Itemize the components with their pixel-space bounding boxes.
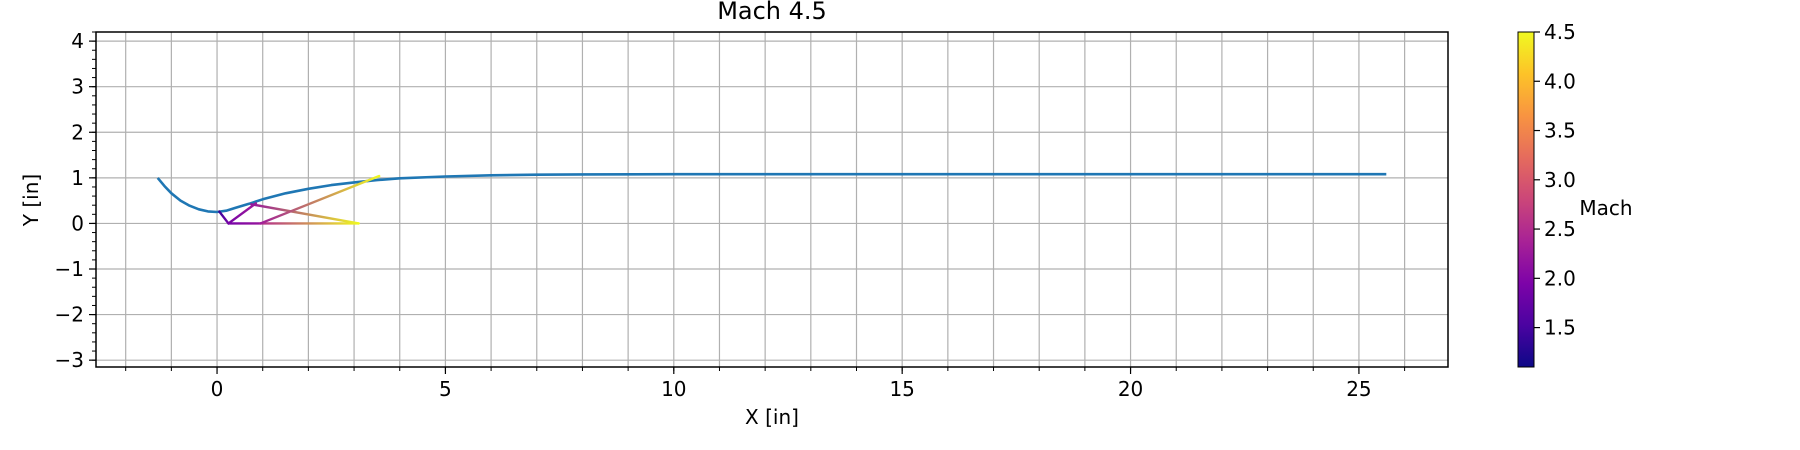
characteristic-line: [259, 174, 381, 225]
x-tick-label: 5: [439, 377, 452, 401]
colorbar-gradient: [1517, 31, 1535, 368]
colorbar-tick-label: 3.0: [1544, 168, 1576, 192]
y-tick-label: 1: [71, 166, 84, 190]
y-tick-label: 3: [71, 75, 84, 99]
axis-ticks: 0 5 10 15 20 25 −3 −2 −1 0 1 2 3 4: [55, 29, 1406, 401]
characteristic-line: [250, 203, 360, 225]
y-tick-label: 0: [71, 211, 84, 235]
x-tick-label: 0: [211, 377, 224, 401]
x-tick-label: 15: [889, 377, 914, 401]
colorbar-tick-label: 2.5: [1544, 217, 1576, 241]
y-tick-label: 4: [71, 29, 84, 53]
y-tick-label: −3: [55, 348, 84, 372]
x-tick-label: 25: [1346, 377, 1371, 401]
chart-title: Mach 4.5: [717, 0, 827, 25]
y-axis-label: Y [in]: [19, 174, 43, 227]
plot-frame: [95, 31, 1449, 368]
colorbar-tick-label: 4.0: [1544, 69, 1576, 93]
x-axis-label: X [in]: [745, 405, 799, 429]
colorbar-tick-label: 1.5: [1544, 316, 1576, 340]
y-tick-label: 2: [71, 120, 84, 144]
nozzle-wall-contour: [156, 172, 1387, 214]
characteristic-line: [218, 210, 230, 225]
colorbar: 1.5 2.0 2.5 3.0 3.5 4.0 4.5: [1517, 20, 1576, 368]
y-tick-label: −1: [55, 257, 84, 281]
plot-area: [156, 172, 1387, 225]
colorbar-tick-label: 2.0: [1544, 266, 1576, 290]
colorbar-tick-label: 4.5: [1544, 20, 1576, 44]
colorbar-label: Mach: [1579, 196, 1632, 220]
colorbar-tick-label: 3.5: [1544, 119, 1576, 143]
grid: [96, 32, 1448, 367]
characteristic-line: [227, 202, 258, 225]
y-tick-label: −2: [55, 303, 84, 327]
x-tick-label: 20: [1118, 377, 1143, 401]
x-tick-label: 10: [661, 377, 686, 401]
